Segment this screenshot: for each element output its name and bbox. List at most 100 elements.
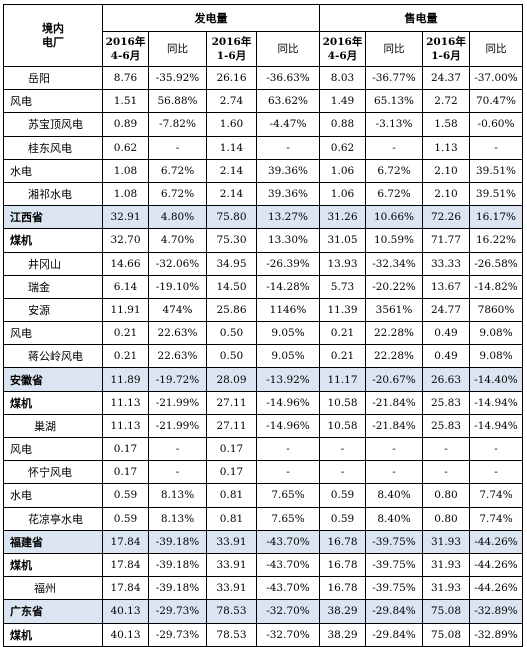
table-cell: -14.40%	[469, 367, 523, 392]
table-cell: -39.18%	[148, 529, 207, 554]
table-cell: -32.34%	[365, 251, 423, 276]
table-cell: 40.13	[102, 599, 149, 624]
table-cell: 7.65%	[256, 506, 320, 531]
header-gen-q2-yoy: 同比	[148, 31, 207, 67]
table-cell: -7.82%	[148, 112, 207, 137]
table-cell: 0.62	[319, 135, 366, 160]
table-cell: 32.70	[102, 228, 149, 253]
table-cell: -43.70%	[256, 529, 320, 554]
row-label: 巢湖	[3, 413, 103, 439]
table-cell: 72.26	[422, 205, 470, 230]
table-row: 湘祁水电 1.08 6.72% 2.14 39.36% 1.06 6.72% 2.10 39.5…	[3, 181, 523, 207]
row-label: 风电	[3, 321, 103, 346]
table-cell: 40.13	[102, 622, 149, 647]
table-cell: -29.73%	[148, 599, 207, 624]
table-cell: 4.80%	[148, 205, 207, 230]
table-cell: -36.77%	[365, 65, 423, 91]
table-cell: 1.06	[319, 181, 366, 207]
table-cell: -44.26%	[469, 576, 523, 601]
table-cell: 1.13	[422, 135, 470, 160]
table-cell: 17.84	[102, 552, 149, 578]
table-cell: 22.63%	[148, 321, 207, 346]
table-cell: 2.74	[206, 89, 257, 114]
table-row: 煤机 17.84 -39.18% 33.91 -43.70% 16.78 -39.75% 31…	[3, 552, 523, 578]
table-cell: 13.93	[319, 251, 366, 276]
table-cell: 13.67	[422, 274, 470, 299]
table-cell: 0.17	[206, 436, 257, 462]
table-cell: -14.96%	[256, 390, 320, 415]
table-cell: 11.39	[319, 297, 366, 323]
table-cell: 27.11	[206, 390, 257, 415]
table-cell: 25.86	[206, 297, 257, 323]
table-row: 煤机 32.70 4.70% 75.30 13.30% 31.05 10.59% 71.77 1…	[3, 228, 523, 253]
table-cell: 9.05%	[256, 344, 320, 369]
table-cell: -	[319, 436, 366, 462]
row-label: 苏宝顶风电	[3, 112, 103, 137]
row-label: 煤机	[3, 622, 103, 647]
table-cell: -14.82%	[469, 274, 523, 299]
table-cell: -39.75%	[365, 529, 423, 554]
table-cell: -21.84%	[365, 413, 423, 439]
table-row: 安源 11.91 474% 25.86 1146% 11.39 3561% 24.77 7860…	[3, 297, 523, 323]
table-cell: 31.93	[422, 576, 470, 601]
table-cell: -3.13%	[365, 112, 423, 137]
table-cell: 0.21	[102, 344, 149, 369]
table-cell: -19.10%	[148, 274, 207, 299]
table-cell: 0.80	[422, 506, 470, 531]
table-cell: 34.95	[206, 251, 257, 276]
table-cell: -26.58%	[469, 251, 523, 276]
row-label: 福建省	[3, 529, 103, 554]
table-row: 福州 17.84 -39.18% 33.91 -43.70% 16.78 -39.75% 31…	[3, 576, 523, 601]
table-row: 江西省 32.91 4.80% 75.80 13.27% 31.26 10.66% 72.26…	[3, 205, 523, 230]
table-cell: 9.08%	[469, 321, 523, 346]
row-label: 江西省	[3, 205, 103, 230]
table-cell: -37.00%	[469, 65, 523, 91]
table-cell: -	[148, 135, 207, 160]
table-row: 桂东风电 0.62-1.14-0.62-1.13-	[3, 135, 523, 160]
table-cell: 16.78	[319, 576, 366, 601]
table-cell: 63.62%	[256, 89, 320, 114]
table-cell: 26.16	[206, 65, 257, 91]
table-row: 风电 0.21 22.63% 0.50 9.05% 0.21 22.28% 0.49 9.08%	[3, 321, 523, 346]
table-cell: 0.81	[206, 483, 257, 508]
table-row: 蒋公岭风电 0.21 22.63% 0.50 9.05% 0.21 22.28% 0.49 9.…	[3, 344, 523, 369]
table-row: 安徽省 11.89 -19.72% 28.09 -13.92% 11.17 -20.67% 2…	[3, 367, 523, 392]
table-cell: -21.99%	[148, 390, 207, 415]
table-cell: 17.84	[102, 529, 149, 554]
table-cell: -13.92%	[256, 367, 320, 392]
table-cell: 75.08	[422, 622, 470, 647]
table-cell: 71.77	[422, 228, 470, 253]
table-cell: -39.18%	[148, 576, 207, 601]
table-cell: 31.93	[422, 529, 470, 554]
table-cell: 75.30	[206, 228, 257, 253]
table-cell: 11.17	[319, 367, 366, 392]
table-cell: -44.26%	[469, 529, 523, 554]
table-cell: 6.72%	[365, 158, 423, 183]
table-cell: 2.72	[422, 89, 470, 114]
table-row: 煤机 11.13 -21.99% 27.11 -14.96% 10.58 -21.84% 25…	[3, 390, 523, 415]
table-cell: 39.36%	[256, 181, 320, 207]
table-cell: -39.75%	[365, 552, 423, 578]
table-cell: 0.49	[422, 321, 470, 346]
table-row: 岳阳 8.76 -35.92% 26.16 -36.63% 8.03 -36.77% 24.3…	[3, 65, 523, 91]
table-cell: -21.99%	[148, 413, 207, 439]
table-cell: -32.70%	[256, 622, 320, 647]
table-cell: 8.40%	[365, 506, 423, 531]
table-cell: 0.50	[206, 321, 257, 346]
table-cell: 16.22%	[469, 228, 523, 253]
row-label: 水电	[3, 158, 103, 183]
table-cell: 1.49	[319, 89, 366, 114]
table-cell: 1.08	[102, 181, 149, 207]
table-cell: 16.17%	[469, 205, 523, 230]
table-cell: 1.58	[422, 112, 470, 137]
row-label: 水电	[3, 483, 103, 508]
table-cell: 75.08	[422, 599, 470, 624]
table-cell: 27.11	[206, 413, 257, 439]
header-plant: 境内 电厂	[3, 4, 103, 67]
table-cell: 32.91	[102, 205, 149, 230]
table-cell: -14.94%	[469, 390, 523, 415]
table-cell: 14.50	[206, 274, 257, 299]
row-label: 广东省	[3, 599, 103, 624]
table-cell: 10.59%	[365, 228, 423, 253]
table-cell: -	[148, 436, 207, 462]
